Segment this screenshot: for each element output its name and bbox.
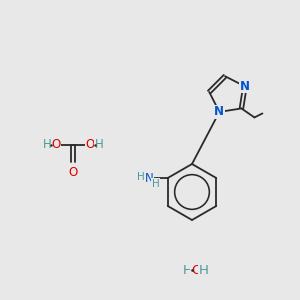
Text: N: N bbox=[214, 105, 224, 119]
Text: H: H bbox=[43, 139, 51, 152]
Text: H: H bbox=[94, 139, 103, 152]
Text: H: H bbox=[199, 263, 209, 277]
Text: N: N bbox=[144, 172, 153, 184]
Text: O: O bbox=[68, 166, 78, 178]
Text: H: H bbox=[137, 172, 145, 182]
Text: O: O bbox=[191, 263, 201, 277]
Text: N: N bbox=[240, 80, 250, 93]
Text: O: O bbox=[51, 139, 61, 152]
Text: H: H bbox=[183, 263, 193, 277]
Text: H: H bbox=[152, 179, 160, 189]
Text: O: O bbox=[85, 139, 94, 152]
